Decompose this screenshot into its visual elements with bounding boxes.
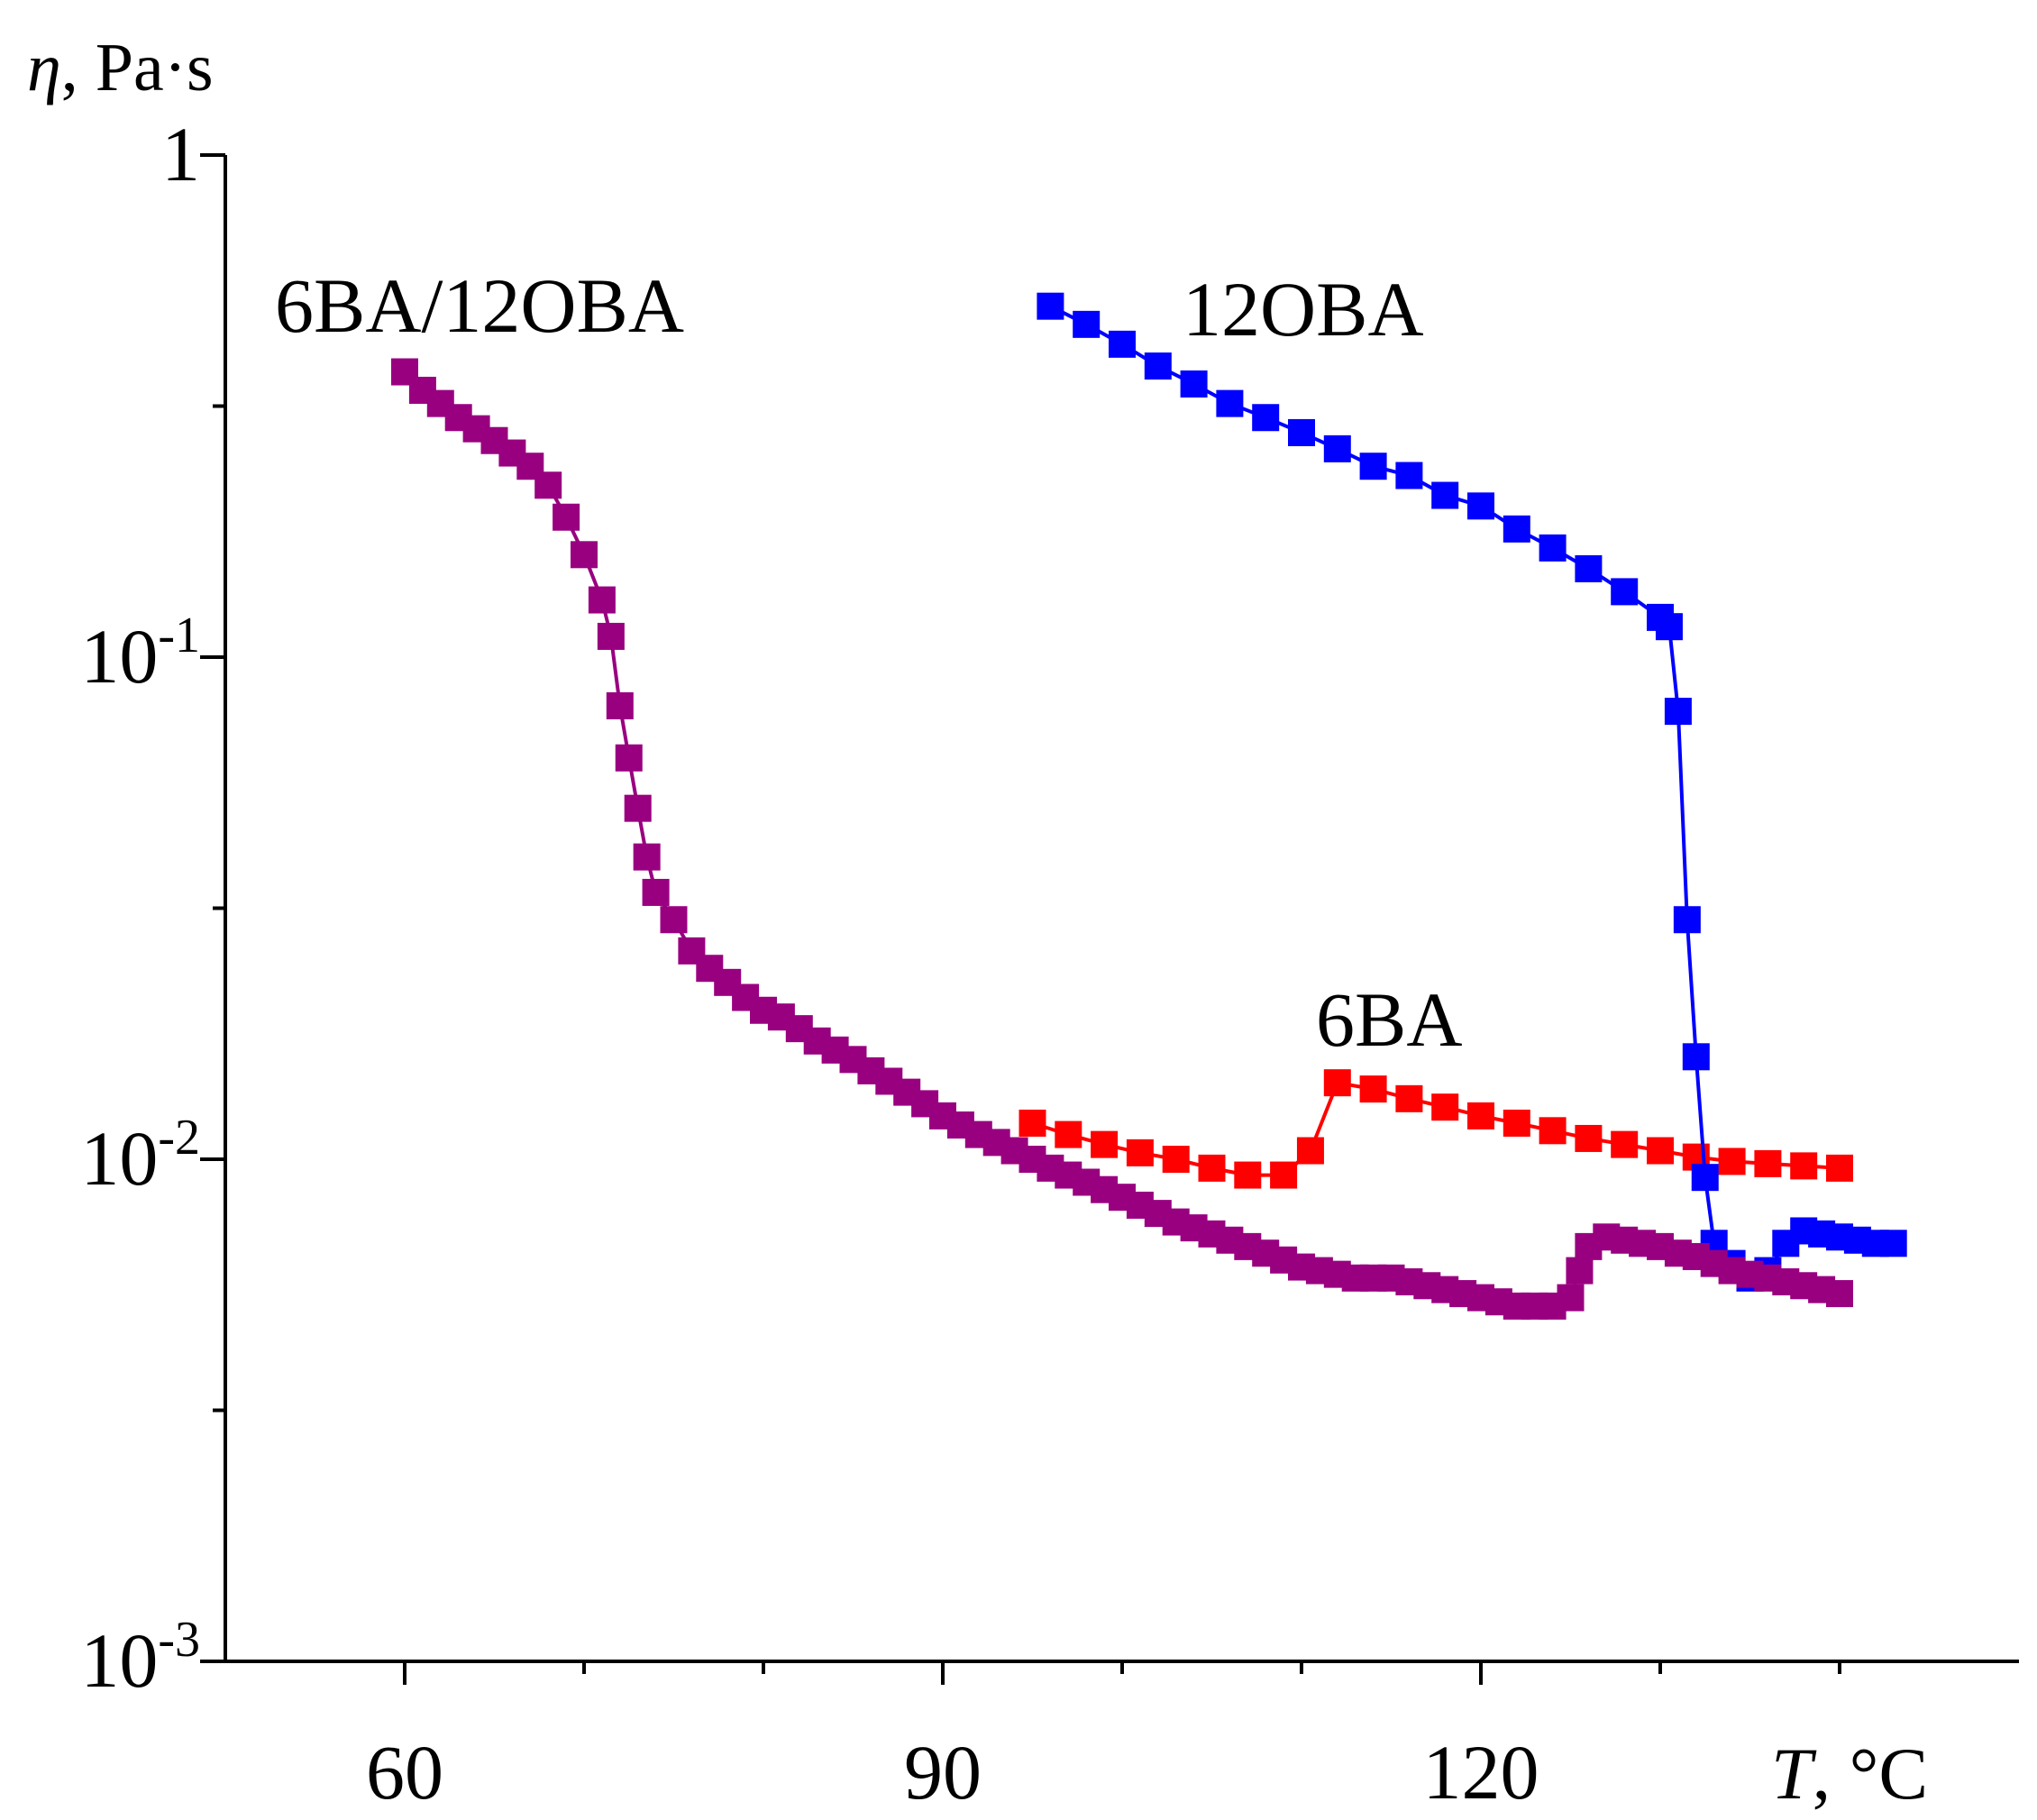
- data-point-12oba: [1180, 370, 1208, 398]
- data-point-12oba: [1431, 481, 1459, 509]
- ticks-layer: 60 90 120 1 10-1 10-2 10-3: [80, 111, 1841, 1815]
- data-point-6ba: [1431, 1093, 1459, 1121]
- data-point-6ba-12oba: [660, 906, 688, 934]
- data-point-12oba: [1539, 534, 1567, 562]
- data-point-6ba: [1234, 1161, 1262, 1189]
- y-tick-label: 10-1: [80, 608, 200, 700]
- data-point-6ba: [1359, 1075, 1387, 1103]
- data-point-12oba: [1144, 352, 1172, 380]
- data-point-6ba-12oba: [615, 744, 643, 772]
- data-point-6ba: [1754, 1149, 1782, 1177]
- data-point-6ba: [1126, 1139, 1154, 1166]
- y-axis-label-unit: , Pa·s: [61, 30, 214, 105]
- data-point-12oba: [1503, 515, 1530, 543]
- data-point-6ba-12oba: [597, 622, 625, 650]
- y-tick-label: 1: [161, 111, 200, 197]
- data-point-12oba: [1467, 492, 1494, 520]
- data-point-6ba: [1503, 1109, 1530, 1137]
- data-point-6ba-12oba: [588, 586, 616, 614]
- annotation-12oba: 12OBA: [1183, 266, 1424, 352]
- annotation-6ba-12oba: 6BA/12OBA: [275, 262, 684, 349]
- data-point-6ba: [1323, 1069, 1351, 1097]
- data-point-6ba: [1091, 1130, 1119, 1158]
- data-point-12oba: [1655, 613, 1683, 641]
- annotation-6ba: 6BA: [1316, 976, 1462, 1063]
- data-point-6ba: [1055, 1120, 1082, 1148]
- data-point-6ba: [1647, 1137, 1674, 1165]
- y-tick-label: 10-3: [80, 1612, 200, 1704]
- data-point-6ba: [1467, 1102, 1494, 1129]
- data-point-6ba: [1296, 1137, 1324, 1165]
- data-point-12oba: [1037, 292, 1064, 320]
- data-point-12oba: [1323, 434, 1351, 462]
- series-12oba: [1037, 292, 1907, 1292]
- data-point-12oba: [1673, 906, 1701, 934]
- x-axis-label: T, °C: [1771, 1733, 1928, 1815]
- axes-layer: [224, 155, 2019, 1663]
- data-point-12oba: [1359, 453, 1387, 480]
- x-tick-label: 60: [366, 1729, 443, 1815]
- data-point-6ba: [1270, 1161, 1298, 1189]
- data-point-6ba: [1790, 1152, 1818, 1180]
- data-point-12oba: [1252, 404, 1280, 432]
- data-point-6ba: [1718, 1148, 1746, 1175]
- x-tick-label: 120: [1423, 1729, 1539, 1815]
- data-point-6ba: [1395, 1084, 1423, 1112]
- data-point-6ba: [1539, 1117, 1567, 1145]
- data-point-6ba-12oba: [571, 541, 598, 569]
- data-point-6ba: [1018, 1109, 1046, 1137]
- data-point-6ba-12oba: [1826, 1280, 1853, 1308]
- x-tick-label: 90: [904, 1729, 982, 1815]
- data-point-6ba-12oba: [642, 878, 670, 906]
- series-line-12oba: [1049, 304, 1894, 1281]
- series-layer: [391, 292, 1907, 1320]
- data-point-12oba: [1682, 1043, 1710, 1071]
- data-point-12oba: [1395, 462, 1423, 489]
- y-tick-label: 10-2: [80, 1110, 200, 1202]
- y-axis-label: η, Pa·s: [27, 30, 214, 105]
- data-point-6ba: [1826, 1154, 1853, 1182]
- data-point-6ba-12oba: [534, 471, 562, 499]
- data-point-12oba: [1879, 1230, 1907, 1258]
- data-point-12oba: [1288, 418, 1315, 446]
- data-point-12oba: [1691, 1164, 1719, 1192]
- data-point-6ba: [1575, 1124, 1603, 1152]
- series-6ba-12oba: [391, 358, 1853, 1320]
- data-point-12oba: [1073, 310, 1101, 338]
- series-line-6ba-12oba: [403, 370, 1841, 1308]
- series-6ba: [1018, 1069, 1853, 1189]
- x-axis-label-symbol: T: [1771, 1733, 1817, 1815]
- data-point-6ba-12oba: [1566, 1257, 1594, 1285]
- data-point-12oba: [1664, 698, 1692, 726]
- y-axis-label-symbol: η: [27, 30, 61, 105]
- data-point-6ba: [1611, 1130, 1639, 1158]
- data-point-12oba: [1216, 389, 1244, 417]
- data-point-6ba-12oba: [633, 843, 661, 871]
- data-point-12oba: [1575, 554, 1603, 582]
- data-point-6ba-12oba: [606, 691, 634, 719]
- data-point-6ba: [1162, 1146, 1190, 1173]
- data-point-6ba-12oba: [553, 503, 580, 531]
- data-point-6ba: [1198, 1154, 1226, 1182]
- data-point-6ba-12oba: [624, 794, 652, 822]
- data-point-12oba: [1611, 578, 1639, 606]
- data-point-12oba: [1109, 330, 1136, 358]
- x-axis-label-unit: , °C: [1813, 1733, 1929, 1815]
- data-point-6ba-12oba: [1557, 1284, 1585, 1312]
